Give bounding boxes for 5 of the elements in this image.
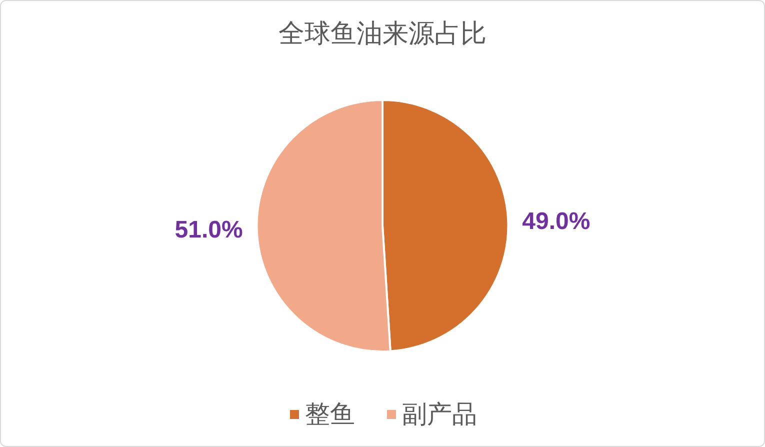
chart-title: 全球鱼油来源占比 (278, 18, 486, 48)
data-label: 49.0% (522, 208, 590, 235)
legend-label: 整鱼 (305, 400, 355, 428)
data-label: 51.0% (174, 216, 243, 244)
legend-label: 副产品 (402, 400, 477, 428)
